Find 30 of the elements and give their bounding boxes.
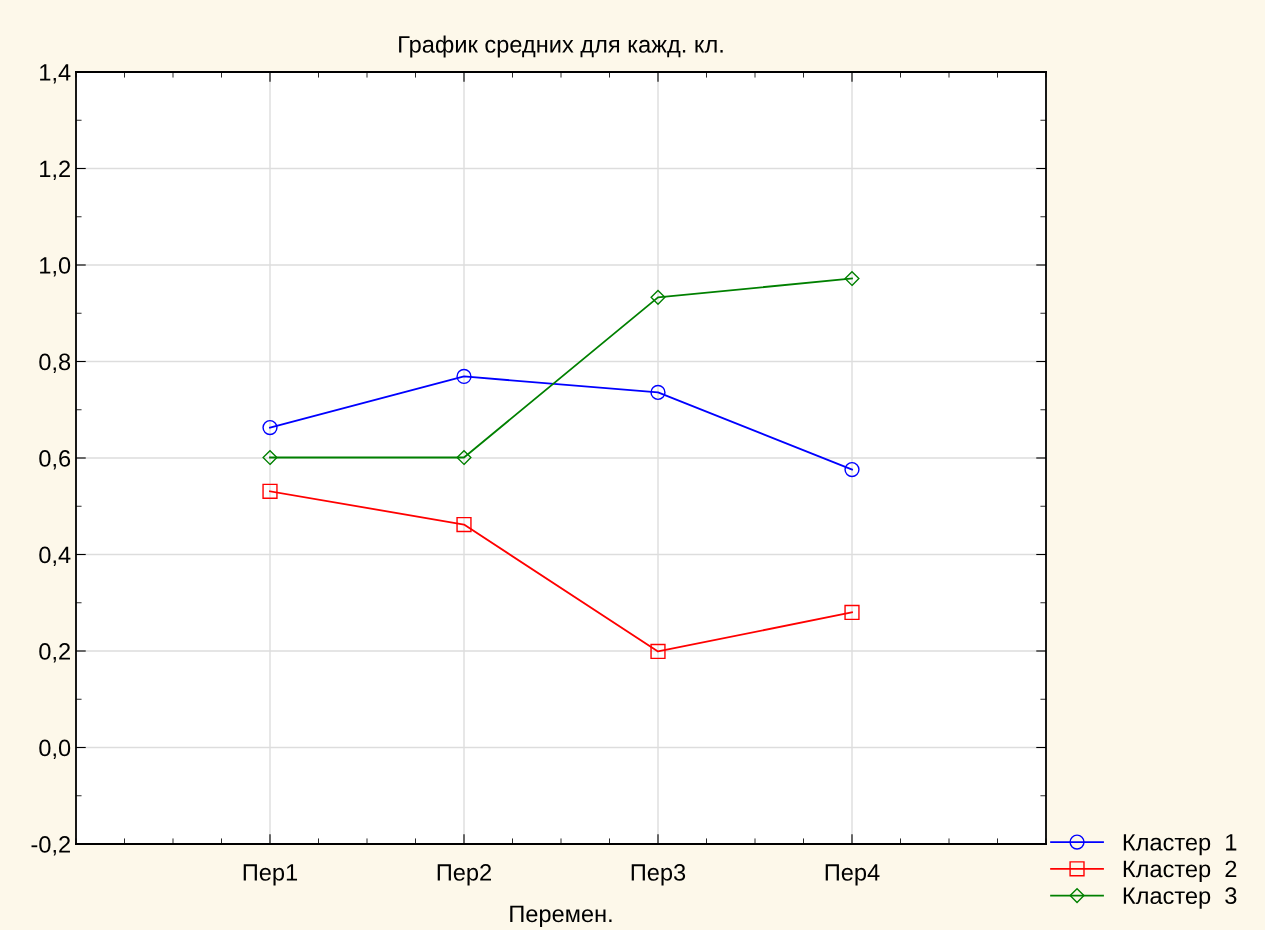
y-tick-label: 1,2 (40, 160, 70, 181)
x-tick-label: Пер1 (243, 864, 298, 886)
chart-title: График средних для кажд. кл. (399, 35, 723, 58)
point (650, 384, 666, 401)
point (262, 419, 278, 436)
x-axis-title: Перемен. (510, 905, 612, 927)
y-tick-label: 0,4 (39, 546, 71, 567)
point (456, 516, 472, 533)
y-tick-label: 1,4 (40, 64, 71, 84)
point (844, 270, 860, 287)
point (650, 289, 666, 305)
y-tick-label: 0,0 (39, 739, 71, 760)
y-tick-label: 0,2 (39, 643, 70, 663)
legend-label: Кластер 1 (1123, 834, 1237, 856)
y-tick-label: 0,6 (39, 450, 71, 470)
x-tick-label: Пер4 (825, 864, 880, 886)
point (456, 368, 472, 385)
point (650, 643, 666, 660)
point (262, 483, 278, 499)
legend-label: Кластер 3 (1123, 887, 1237, 909)
x-tick-label: Пер3 (631, 864, 686, 886)
y-tick-label: 1,0 (40, 257, 71, 277)
x-tick-label: Пер2 (437, 864, 491, 886)
point (456, 449, 472, 466)
legend-label: Кластер 2 (1123, 860, 1237, 883)
y-tick-label: -0,2 (31, 836, 70, 856)
point (844, 461, 860, 478)
point (262, 449, 278, 466)
y-tick-label: 0,8 (39, 353, 71, 374)
point (844, 604, 860, 621)
